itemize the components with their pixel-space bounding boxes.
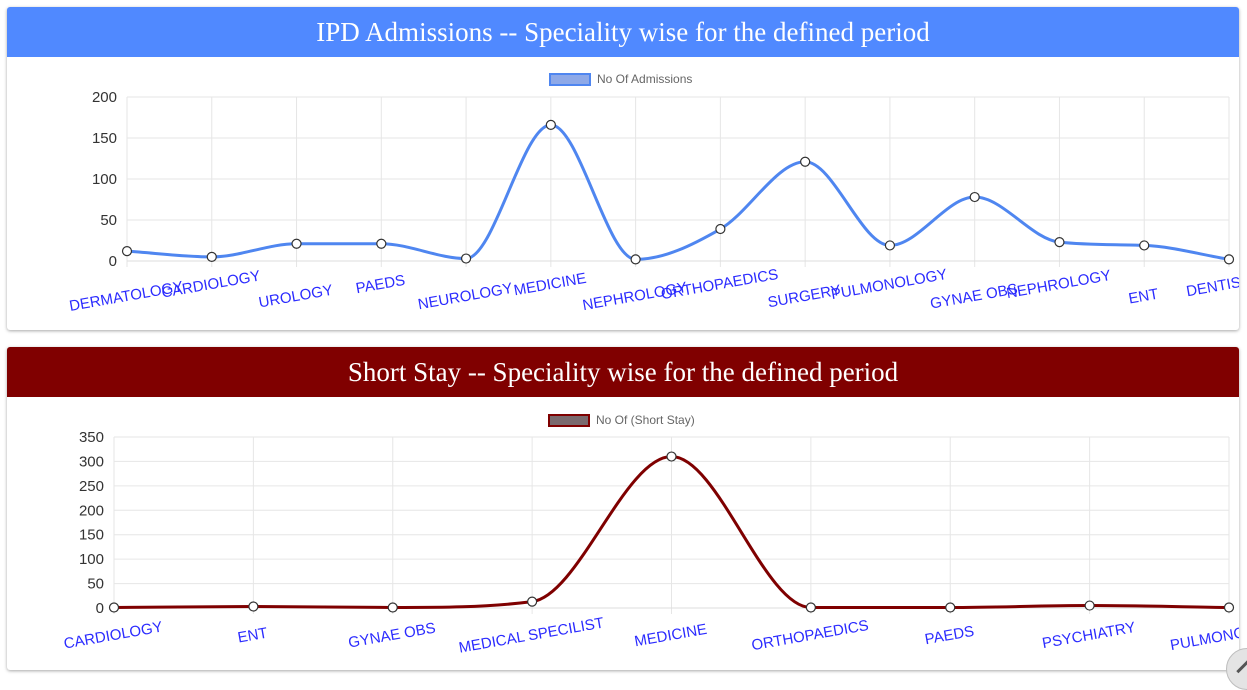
y-tick-label: 150 [79,527,104,544]
x-tick-label: MEDICINE [512,270,587,299]
ipd-admissions-title: IPD Admissions -- Speciality wise for th… [7,7,1239,57]
y-tick-label: 0 [96,600,104,617]
data-point[interactable] [1139,240,1150,251]
x-tick-label: CARDIOLOGY [62,619,163,653]
series-line [126,123,1230,261]
y-tick-label: 200 [79,502,104,519]
x-tick-label: PAEDS [355,272,407,297]
data-point[interactable] [121,246,133,257]
data-point[interactable] [1223,602,1235,613]
data-point[interactable] [248,601,259,612]
short-stay-title: Short Stay -- Speciality wise for the de… [7,347,1239,397]
y-tick-label: 200 [92,89,117,106]
legend-label[interactable]: No Of (Short Stay) [596,413,695,427]
y-tick-label: 100 [92,171,117,188]
ipd-admissions-chart-area: No Of Admissions 0 50 100 150 200 DERMATOLOGY C… [7,57,1239,330]
data-point[interactable] [291,238,302,249]
y-tick-label: 350 [79,429,104,446]
ipd-admissions-chart: No Of Admissions050100150200DERMATOLOGYC… [68,72,1239,315]
legend-swatch[interactable] [549,73,591,86]
x-tick-label: CARDIOLOGY [160,268,261,302]
y-tick-label: 50 [100,212,117,229]
x-tick-label: NEUROLOGY [417,280,514,313]
data-point[interactable] [630,254,641,265]
legend-swatch[interactable] [548,414,590,427]
x-tick-label: ENT [236,625,268,647]
x-tick-label: PULMONOLOGY [1169,617,1239,654]
x-tick-label: ENT [1127,286,1159,308]
short-stay-chart: No Of (Short Stay) 0 50 100 150 200 250 300 350 C… [62,413,1239,657]
y-tick-label: 300 [79,453,104,470]
legend-label[interactable]: No Of Admissions [597,72,692,86]
y-tick-label: 250 [79,478,104,495]
data-point[interactable] [969,191,980,203]
x-tick-label: DENTISTRY [1185,269,1239,300]
data-point[interactable] [800,156,811,167]
data-point[interactable] [460,253,472,264]
x-tick-label: MEDICINE [633,621,708,650]
x-tick-label: UROLOGY [257,282,334,312]
short-stay-chart-area: No Of (Short Stay) 0 50 100 150 200 250 300 350 C… [7,397,1239,670]
short-stay-panel: Short Stay -- Speciality wise for the de… [7,347,1239,670]
x-tick-label: NEPHROLOGY [1005,267,1112,302]
data-point[interactable] [945,602,956,613]
data-point[interactable] [805,602,816,613]
data-point[interactable] [1223,254,1235,265]
data-point[interactable] [206,251,217,262]
y-tick-label: 0 [109,253,117,270]
data-point[interactable] [1084,600,1095,611]
x-tick-label: ORTHOPAEDICS [660,266,780,303]
data-point[interactable] [108,602,120,613]
data-point[interactable] [527,596,538,607]
y-tick-label: 100 [79,551,104,568]
x-tick-label: ORTHOPAEDICS [750,617,870,654]
x-tick-label: PAEDS [923,623,975,648]
data-point[interactable] [1054,237,1065,248]
y-tick-label: 150 [92,130,117,147]
x-tick-label: GYNAE OBS [347,620,437,652]
x-tick-label: PSYCHIATRY [1041,619,1137,652]
ipd-admissions-panel: IPD Admissions -- Speciality wise for th… [7,7,1239,330]
data-point[interactable] [545,119,556,130]
x-tick-label: MEDICAL SPECILIST [457,614,605,656]
y-tick-label: 50 [87,576,104,593]
data-point[interactable] [884,240,896,251]
data-point[interactable] [376,238,387,249]
data-point[interactable] [666,451,677,462]
data-point[interactable] [387,602,398,613]
data-point[interactable] [715,223,726,235]
